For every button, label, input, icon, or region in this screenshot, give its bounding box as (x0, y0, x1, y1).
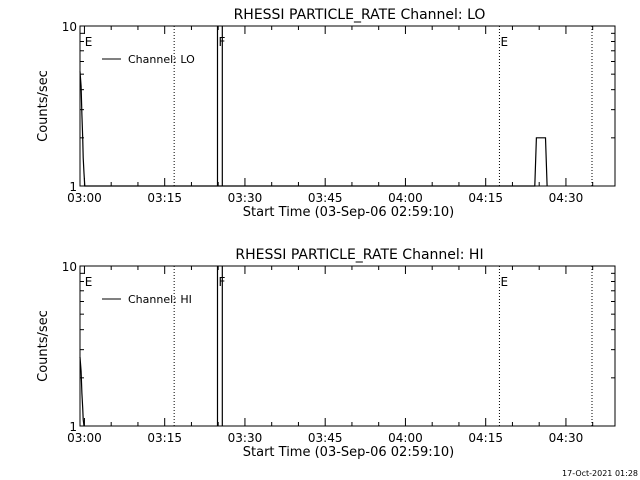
chart-hi: RHESSI PARTICLE_RATE Channel: HI 03:00 03:… (36, 247, 616, 460)
x-tick-label: 03:00 (67, 431, 102, 445)
x-tick-label: 04:30 (549, 431, 584, 445)
series-line (79, 356, 85, 427)
y-tick-label: 10 (62, 260, 77, 274)
x-tick-label: 03:00 (67, 191, 102, 205)
x-tick-label: 03:30 (228, 431, 263, 445)
x-tick-label: 03:15 (147, 191, 182, 205)
x-tick-label: 03:45 (308, 191, 343, 205)
x-tick-label: 04:00 (388, 431, 423, 445)
y-tick-label: 1 (69, 180, 77, 194)
event-marker-label: E (500, 275, 508, 289)
y-axis-label: Counts/sec (36, 70, 51, 142)
event-marker-label: E (85, 275, 93, 289)
x-tick-label: 04:15 (468, 431, 503, 445)
x-tick-label: 03:30 (228, 191, 263, 205)
x-tick-label: 04:30 (549, 191, 584, 205)
x-axis-label: Start Time (03-Sep-06 02:59:10) (243, 205, 454, 220)
chart-title: RHESSI PARTICLE_RATE Channel: LO (234, 7, 486, 23)
x-tick-label: 03:15 (147, 431, 182, 445)
plot-frame (79, 25, 616, 187)
footer-timestamp: 17-Oct-2021 01:28 (562, 469, 638, 478)
legend-label: Channel: HI (128, 293, 192, 306)
series-line (79, 71, 548, 187)
event-marker-label: E (85, 35, 93, 49)
event-marker-label: E (500, 35, 508, 49)
legend-label: Channel: LO (128, 53, 195, 66)
x-tick-label: 04:00 (388, 191, 423, 205)
y-tick-label: 1 (69, 420, 77, 434)
x-tick-label: 03:45 (308, 431, 343, 445)
plot-frame (79, 265, 616, 427)
x-axis-label: Start Time (03-Sep-06 02:59:10) (243, 445, 454, 460)
x-tick-label: 04:15 (468, 191, 503, 205)
chart-title: RHESSI PARTICLE_RATE Channel: HI (235, 247, 483, 263)
chart-lo: RHESSI PARTICLE_RATE Channel: LO 03:00 03:… (36, 7, 616, 220)
y-axis-label: Counts/sec (36, 310, 51, 382)
y-tick-label: 10 (62, 20, 77, 34)
